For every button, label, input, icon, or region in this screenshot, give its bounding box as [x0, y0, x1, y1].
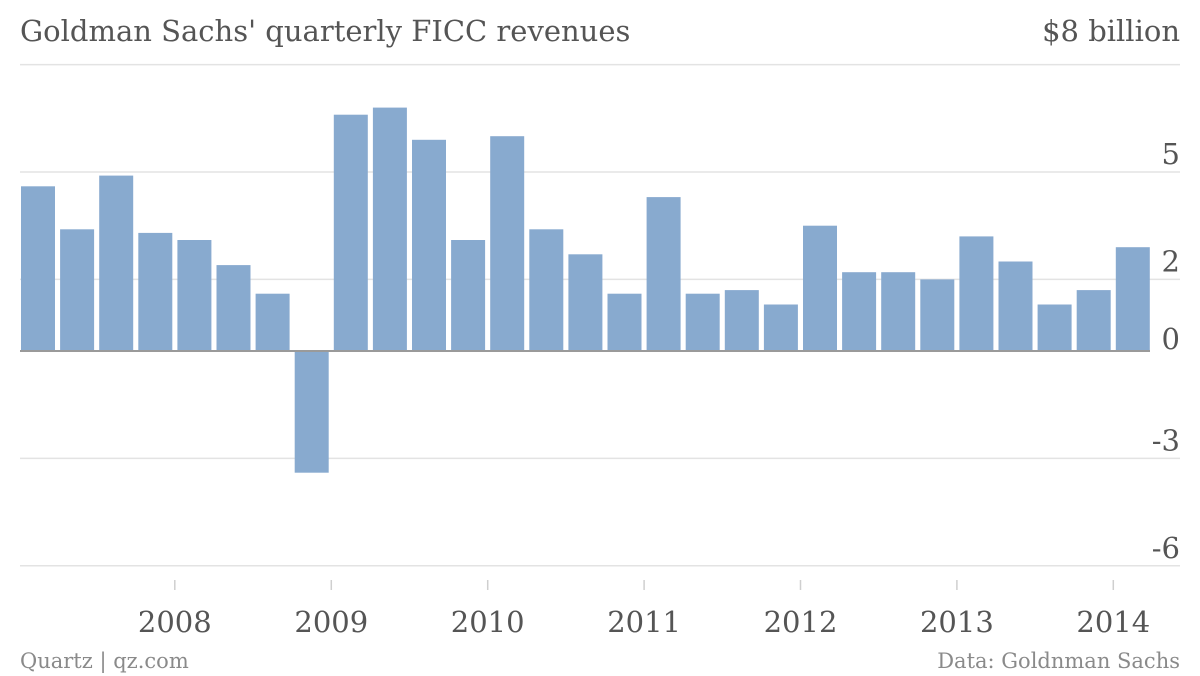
x-axis: 2008 2009 2010 2011 2012 2013 2014 — [138, 580, 1150, 639]
bar — [998, 261, 1033, 351]
bar — [255, 293, 290, 351]
y-tick-label: -6 — [1152, 531, 1180, 565]
bar — [451, 240, 486, 351]
bar — [529, 229, 564, 351]
bar — [646, 197, 681, 351]
y-tick-label: 0 — [1162, 322, 1180, 356]
y-tick-label: 5 — [1162, 137, 1180, 171]
x-tick-label: 2014 — [1076, 605, 1150, 639]
x-tick-label: 2009 — [294, 605, 368, 639]
x-tick-label: 2013 — [920, 605, 994, 639]
bar — [724, 290, 759, 351]
x-tick-label: 2008 — [138, 605, 212, 639]
x-tick-label: 2010 — [451, 605, 525, 639]
source-credit: Quartz | qz.com — [20, 649, 189, 674]
bar — [959, 236, 994, 351]
bar — [1076, 290, 1111, 351]
y-tick-label: 2 — [1162, 244, 1180, 278]
bar — [1115, 247, 1150, 351]
bar — [881, 272, 916, 351]
bar — [803, 225, 837, 351]
bar — [99, 175, 134, 351]
bar — [138, 232, 173, 351]
bar — [685, 293, 720, 351]
bar — [21, 186, 55, 351]
y-axis: $8 billion 5 2 0 -3 -6 — [1042, 14, 1180, 565]
bar — [920, 279, 955, 351]
bar — [177, 240, 212, 351]
bar — [607, 293, 642, 351]
bar — [333, 114, 368, 351]
bar — [1037, 304, 1072, 351]
y-tick-label: -3 — [1152, 423, 1180, 457]
x-tick-label: 2011 — [607, 605, 681, 639]
bars — [21, 107, 1150, 473]
bar — [568, 254, 603, 351]
bar — [294, 351, 329, 473]
unit-label: $8 billion — [1042, 14, 1180, 48]
bar — [372, 107, 407, 351]
bar — [60, 229, 95, 351]
x-tick-label: 2012 — [764, 605, 838, 639]
chart-title: Goldman Sachs' quarterly FICC revenues — [20, 14, 630, 48]
bar — [842, 272, 877, 351]
bar — [490, 136, 525, 351]
bar — [763, 304, 798, 351]
data-source: Data: Goldnman Sachs — [937, 649, 1180, 673]
bar — [412, 139, 446, 351]
bar — [216, 265, 251, 351]
